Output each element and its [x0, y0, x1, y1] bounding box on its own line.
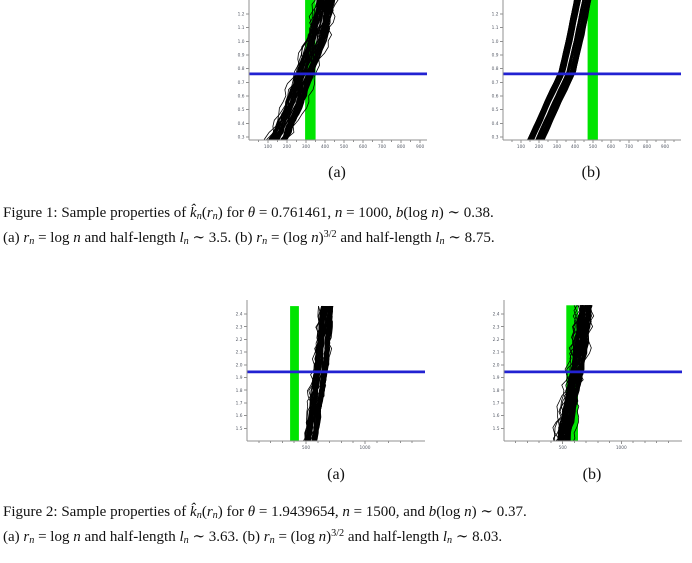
svg-text:1.0: 1.0 — [492, 39, 499, 45]
svg-text:1.8: 1.8 — [493, 388, 500, 394]
svg-text:0.4: 0.4 — [238, 121, 245, 127]
svg-text:300: 300 — [302, 144, 310, 150]
svg-text:400: 400 — [571, 144, 579, 150]
svg-text:2.3: 2.3 — [236, 324, 243, 330]
svg-text:2.4: 2.4 — [493, 312, 500, 318]
svg-text:2.1: 2.1 — [236, 350, 243, 356]
figure1-plot-b: 0.3 0.4 0.5 0.6 0.7 0.8 0.9 1.0 1.1 1.2 100 200 300 4… — [479, 0, 692, 152]
svg-text:1.6: 1.6 — [493, 413, 500, 419]
sample-paths — [302, 305, 334, 441]
plot-area — [526, 0, 598, 140]
svg-text:0.5: 0.5 — [238, 107, 245, 113]
svg-text:500: 500 — [340, 144, 348, 150]
plot-area — [263, 0, 339, 140]
svg-text:500: 500 — [589, 144, 597, 150]
figure2-caption: Figure 2: Sample properties of k̂n(rn) f… — [3, 501, 689, 546]
svg-text:1.1: 1.1 — [492, 25, 499, 31]
svg-text:0.7: 0.7 — [238, 80, 245, 86]
svg-text:1000: 1000 — [616, 445, 627, 451]
svg-text:900: 900 — [416, 144, 424, 150]
svg-text:1.5: 1.5 — [236, 426, 243, 432]
sample-paths — [526, 0, 592, 140]
svg-text:2.4: 2.4 — [236, 312, 243, 318]
svg-text:500: 500 — [302, 445, 310, 451]
svg-text:200: 200 — [535, 144, 543, 150]
figure2-sublabel-b: (b) — [582, 466, 602, 483]
svg-text:900: 900 — [661, 144, 669, 150]
plot-area — [290, 305, 334, 441]
figure1-caption-line1: Figure 1: Sample properties of k̂n(rn) f… — [3, 205, 494, 222]
sample-paths — [552, 304, 595, 441]
svg-text:2.1: 2.1 — [493, 350, 500, 356]
svg-text:800: 800 — [643, 144, 651, 150]
svg-text:2.0: 2.0 — [236, 362, 243, 368]
figure1-caption: Figure 1: Sample properties of k̂n(rn) f… — [3, 202, 689, 247]
sample-paths — [263, 0, 339, 140]
axes — [246, 0, 427, 143]
svg-text:700: 700 — [625, 144, 633, 150]
svg-text:1.8: 1.8 — [236, 388, 243, 394]
svg-text:0.8: 0.8 — [238, 66, 245, 72]
figure2-sublabel-a: (a) — [327, 466, 345, 483]
svg-text:600: 600 — [359, 144, 367, 150]
svg-text:1.7: 1.7 — [236, 401, 243, 407]
tick-labels: 1.5 1.6 1.7 1.8 1.9 2.0 2.1 2.2 2.3 2.4 500 1000 — [236, 312, 371, 451]
svg-text:0.9: 0.9 — [238, 53, 245, 59]
svg-text:2.0: 2.0 — [493, 362, 500, 368]
svg-text:1.2: 1.2 — [492, 12, 499, 18]
svg-text:100: 100 — [264, 144, 272, 150]
tick-labels: 1.5 1.6 1.7 1.8 1.9 2.0 2.1 2.2 2.3 2.4 500 1000 — [493, 312, 627, 451]
figure2-plot-a: 1.5 1.6 1.7 1.8 1.9 2.0 2.1 2.2 2.3 2.4 500 1000 — [223, 300, 437, 452]
tick-labels: 0.3 0.4 0.5 0.6 0.7 0.8 0.9 1.0 1.1 1.2 100 200 300 4… — [492, 12, 670, 151]
axes — [500, 0, 681, 143]
svg-text:1.0: 1.0 — [238, 39, 245, 45]
figure1-sublabel-a: (a) — [328, 164, 346, 181]
svg-text:1.7: 1.7 — [493, 401, 500, 407]
svg-text:1.9: 1.9 — [236, 375, 243, 381]
green-confidence-band — [587, 0, 598, 140]
tick-labels: 0.3 0.4 0.5 0.6 0.7 0.8 0.9 1.0 1.1 1.2 100 200 300 4… — [238, 12, 425, 151]
svg-text:500: 500 — [559, 445, 567, 451]
svg-text:400: 400 — [321, 144, 329, 150]
figure2-caption-line2: (a) rn = log n and half-length ln ∼ 3.63… — [3, 528, 503, 546]
svg-text:100: 100 — [517, 144, 525, 150]
svg-text:800: 800 — [397, 144, 405, 150]
svg-text:0.6: 0.6 — [238, 94, 245, 100]
svg-text:0.5: 0.5 — [492, 107, 499, 113]
svg-text:200: 200 — [283, 144, 291, 150]
green-confidence-band — [290, 306, 299, 441]
figure1-sublabel-b: (b) — [581, 164, 601, 181]
svg-text:0.8: 0.8 — [492, 66, 499, 72]
figure1-plot-a: 0.3 0.4 0.5 0.6 0.7 0.8 0.9 1.0 1.1 1.2 100 200 300 4… — [225, 0, 439, 152]
svg-text:0.9: 0.9 — [492, 53, 499, 59]
svg-text:0.3: 0.3 — [238, 135, 245, 141]
svg-text:600: 600 — [607, 144, 615, 150]
svg-text:1.2: 1.2 — [238, 12, 245, 18]
figure2-caption-line1: Figure 2: Sample properties of k̂n(rn) f… — [3, 504, 527, 521]
svg-text:1.1: 1.1 — [238, 25, 245, 31]
axes — [501, 300, 682, 444]
svg-text:300: 300 — [553, 144, 561, 150]
svg-text:0.4: 0.4 — [492, 121, 499, 127]
figure1-caption-line2: (a) rn = log n and half-length ln ∼ 3.5.… — [3, 229, 495, 247]
plot-area — [552, 304, 595, 441]
svg-text:1.6: 1.6 — [236, 413, 243, 419]
svg-text:1.9: 1.9 — [493, 375, 500, 381]
svg-text:2.3: 2.3 — [493, 324, 500, 330]
svg-text:2.2: 2.2 — [236, 337, 243, 343]
svg-text:700: 700 — [378, 144, 386, 150]
svg-text:1000: 1000 — [360, 445, 371, 451]
svg-text:1.5: 1.5 — [493, 426, 500, 432]
svg-text:0.6: 0.6 — [492, 94, 499, 100]
figure2-plot-b: 1.5 1.6 1.7 1.8 1.9 2.0 2.1 2.2 2.3 2.4 500 1000 — [480, 300, 692, 452]
svg-text:0.3: 0.3 — [492, 135, 499, 141]
axes — [244, 300, 425, 444]
svg-text:2.2: 2.2 — [493, 337, 500, 343]
svg-text:0.7: 0.7 — [492, 80, 499, 86]
